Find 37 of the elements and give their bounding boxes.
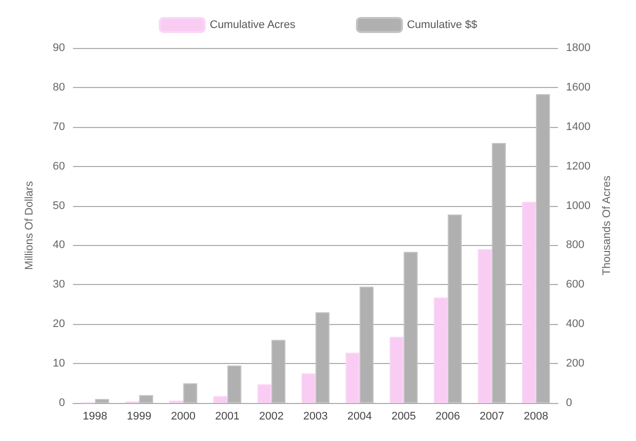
y2-tick-label: 600 [566, 278, 584, 291]
x-tick-label: 2005 [391, 410, 416, 422]
legend-label: Cumulative $$ [406, 19, 478, 31]
x-tick-label: 2008 [524, 410, 548, 422]
y2-tick-label: 0 [566, 397, 572, 409]
x-tick-label: 2002 [259, 410, 284, 422]
y2-tick-label: 1800 [566, 42, 590, 54]
y-tick-label: 50 [52, 200, 65, 212]
y-tick-label: 20 [52, 318, 65, 330]
y2-tick-label: 1000 [566, 200, 590, 212]
y-tick-label: 30 [52, 278, 65, 291]
x-tick-label: 1998 [82, 410, 108, 422]
y-tick-label: 40 [52, 239, 65, 252]
y-tick-label: 10 [52, 358, 65, 370]
legend-label: Cumulative Acres [210, 19, 296, 31]
bar [213, 396, 228, 403]
y2-tick-label: 1400 [566, 120, 590, 133]
x-tick-label: 2007 [480, 410, 504, 422]
y-tick-label: 70 [52, 120, 65, 133]
x-tick-label: 2004 [347, 410, 372, 422]
y2-tick-label: 200 [566, 358, 584, 370]
x-tick-label: 2001 [215, 410, 240, 422]
y2-tick-label: 1600 [566, 81, 590, 94]
y-tick-label: 0 [58, 397, 65, 409]
y2-tick-label: 800 [566, 239, 584, 252]
y2-tick-label: 1200 [566, 160, 590, 172]
y2-axis-title: Thousands Of Acres [600, 175, 613, 276]
x-tick-label: 1999 [126, 410, 152, 422]
y-tick-label: 60 [52, 160, 65, 172]
y-tick-label: 90 [52, 42, 65, 54]
x-tick-label: 2000 [170, 410, 196, 422]
y-axis-title: Millions Of Dollars [24, 180, 36, 270]
y2-tick-label: 400 [566, 318, 584, 330]
x-tick-label: 2006 [436, 410, 460, 422]
y-tick-label: 80 [52, 81, 65, 94]
bar [257, 384, 272, 403]
x-tick-label: 2003 [303, 410, 328, 422]
